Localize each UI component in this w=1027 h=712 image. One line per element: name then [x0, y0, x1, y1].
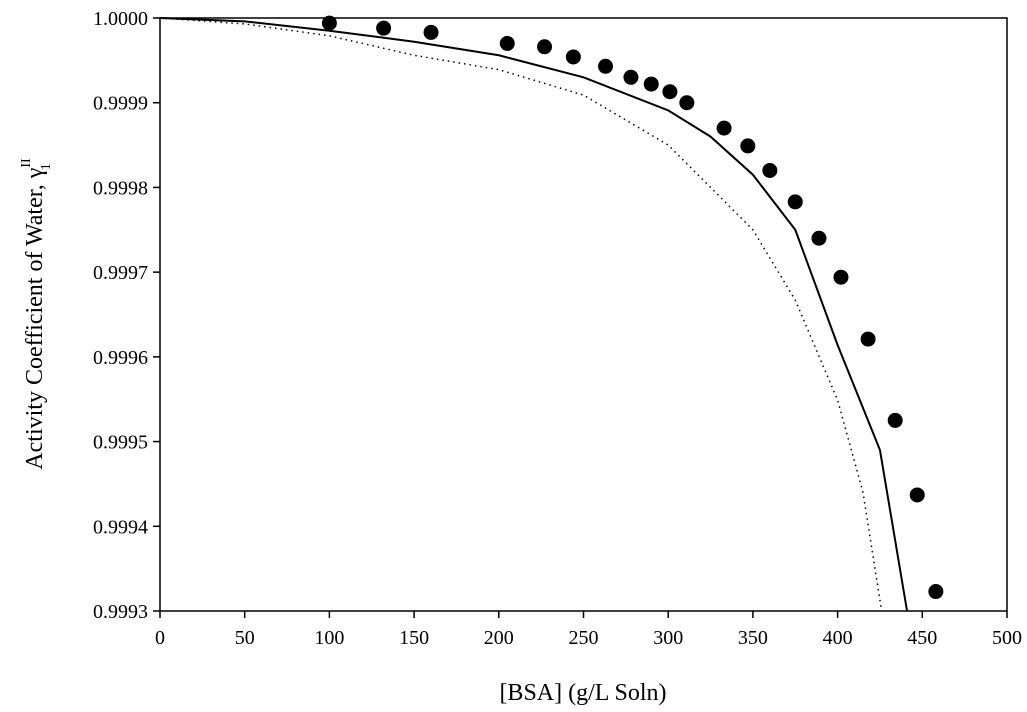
data-point [833, 269, 849, 285]
y-tick-label: 1.0000 [93, 8, 148, 30]
data-point [598, 58, 614, 74]
data-point [623, 69, 639, 85]
data-point [787, 194, 803, 210]
x-tick-label: 200 [484, 627, 514, 649]
x-tick-label: 350 [738, 627, 768, 649]
y-tick-label: 0.9993 [93, 601, 148, 623]
data-point [887, 412, 903, 428]
x-tick-label: 50 [235, 627, 255, 649]
data-point [740, 138, 756, 154]
data-point [762, 162, 778, 178]
x-tick-label: 150 [399, 627, 429, 649]
data-point [499, 35, 515, 51]
y-tick-label: 0.9994 [93, 516, 148, 538]
x-axis-label: [BSA] (g/L Soln) [499, 680, 666, 706]
data-point [716, 120, 732, 136]
data-point [423, 24, 439, 40]
y-axis-label-main: Activity Coefficient of Water, γ [22, 167, 48, 469]
x-tick-label: 100 [314, 627, 344, 649]
x-tick-label: 400 [823, 627, 853, 649]
curve [159, 17, 883, 612]
data-point [662, 84, 678, 100]
x-tick-label: 450 [907, 627, 937, 649]
data-point [565, 49, 581, 65]
data-point [928, 584, 944, 600]
data-point [860, 331, 876, 347]
data-point [679, 95, 695, 111]
data-point [321, 15, 337, 31]
y-axis-label: Activity Coefficient of Water, γII 1 [19, 158, 54, 470]
data-point [643, 76, 659, 92]
y-tick-label: 0.9996 [93, 347, 148, 369]
y-tick-label: 0.9998 [93, 177, 148, 199]
y-axis-label-sub: 1 [39, 163, 54, 170]
x-tick-label: 300 [653, 627, 683, 649]
y-tick-label: 0.9995 [93, 432, 148, 454]
x-tick-label: 250 [569, 627, 599, 649]
x-tick-label: 500 [992, 627, 1022, 649]
y-tick-label: 0.9997 [93, 262, 148, 284]
data-point [376, 20, 392, 36]
y-axis-label-sup: II [19, 158, 34, 168]
plot-frame [159, 17, 1008, 612]
data-point [909, 487, 925, 503]
curve [159, 17, 909, 612]
x-tick-label: 0 [155, 627, 165, 649]
data-point [811, 230, 827, 246]
y-tick-label: 0.9999 [93, 93, 148, 115]
data-point [537, 39, 553, 55]
